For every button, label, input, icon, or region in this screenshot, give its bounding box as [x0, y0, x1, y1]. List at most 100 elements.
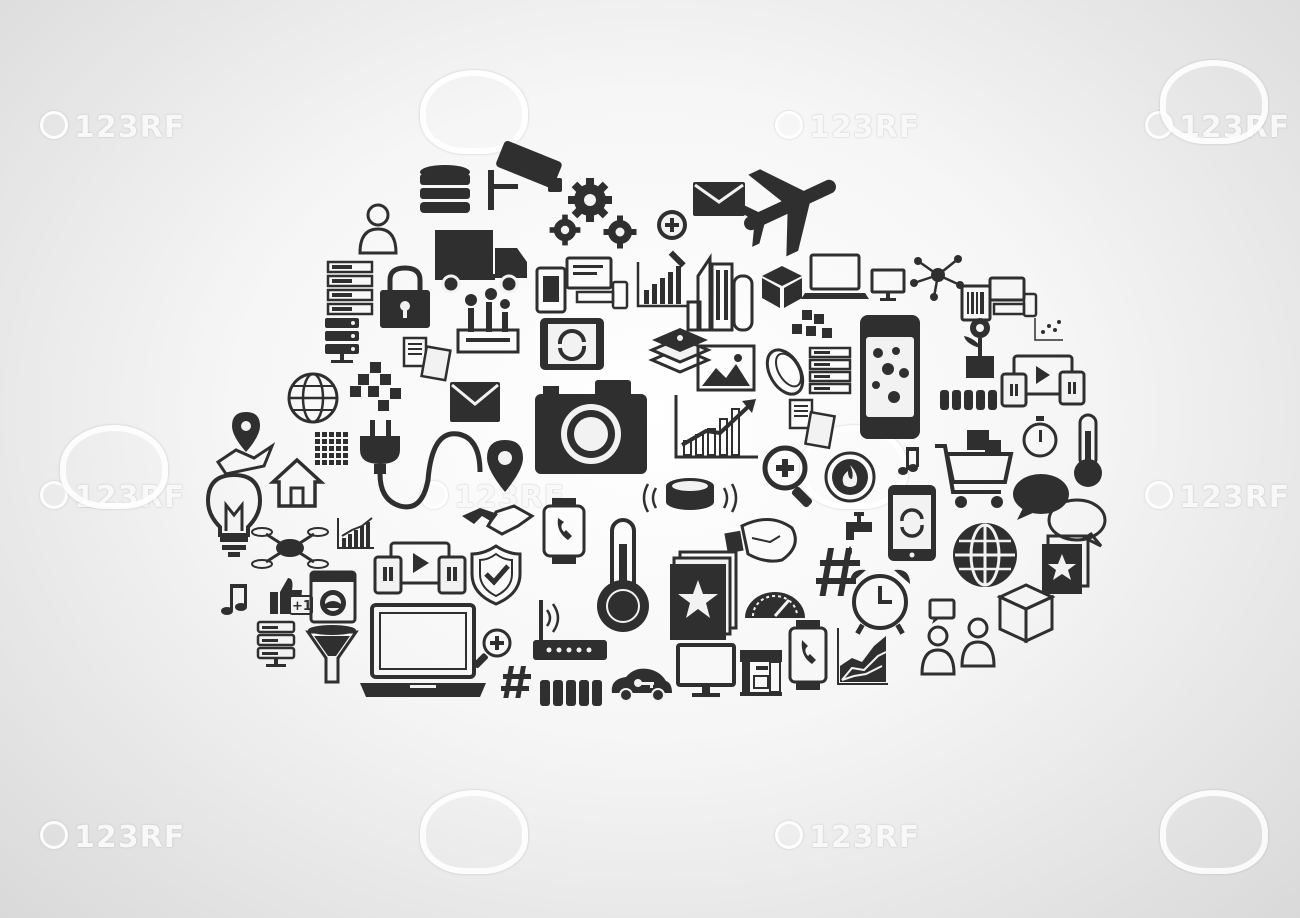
speedometer-icon — [745, 592, 805, 618]
handshake-icon — [462, 504, 535, 536]
barcode-devices-icon — [960, 276, 1038, 322]
watermark-logo-icon — [420, 790, 528, 874]
zoom-in-icon — [473, 628, 512, 668]
alarm-clock-icon — [850, 569, 910, 635]
growth-chart-icon — [674, 395, 758, 459]
watermark-circle-icon — [40, 481, 68, 509]
cubes-icon — [792, 310, 832, 338]
hash-icon — [501, 666, 531, 698]
scatter-chart-icon — [1034, 318, 1063, 341]
light-bulb-icon — [205, 472, 263, 557]
laptop-icon — [801, 253, 869, 299]
server-rack-icon — [326, 260, 374, 316]
documents-icon — [402, 336, 452, 382]
bar-chart-icon — [337, 517, 374, 549]
smartwatch-phone-icon — [542, 498, 586, 564]
photo-camera-icon — [535, 380, 647, 474]
server-rack-icon — [325, 318, 359, 363]
package-icon — [996, 583, 1056, 644]
photo-icon — [696, 344, 756, 392]
bar-chart-icon — [636, 262, 688, 308]
plant-icon — [964, 318, 994, 378]
watermark-label: 123RF — [1179, 480, 1291, 515]
layers-icon — [648, 328, 712, 374]
watermark-label: 123RF — [809, 820, 921, 855]
envelope-icon — [693, 182, 745, 216]
watermark-text: 123RF — [775, 820, 920, 855]
factory-icon — [456, 288, 520, 354]
house-icon — [268, 457, 326, 508]
funnel-icon — [305, 625, 359, 684]
watermark-text: 123RF — [1145, 480, 1290, 515]
star-cards-icon — [670, 550, 738, 640]
battery-icon — [940, 390, 997, 410]
monitor-icon — [676, 643, 736, 697]
watermark-logo-icon — [420, 70, 528, 154]
watermark-logo-icon — [1160, 790, 1268, 874]
watermark-logo-icon — [60, 425, 168, 509]
music-note-icon — [221, 584, 247, 615]
area-chart-icon — [837, 628, 888, 685]
city-buildings-icon — [686, 253, 754, 332]
smartwatch-icon — [860, 315, 920, 439]
package-icon — [762, 266, 802, 308]
envelope-icon — [450, 382, 500, 422]
network-hub-icon — [910, 255, 964, 301]
watermark-circle-icon — [775, 821, 803, 849]
watermark-text: 123RF — [775, 110, 920, 145]
zoom-in-icon — [762, 445, 813, 508]
battery-icon — [540, 680, 602, 706]
phone-sync-icon — [888, 485, 936, 561]
watermark-circle-icon — [40, 821, 68, 849]
users-icon — [920, 598, 996, 676]
watermark-circle-icon — [40, 111, 68, 139]
server-rack-icon — [808, 346, 852, 395]
washing-machine-icon — [309, 570, 357, 624]
server-rack-icon — [256, 620, 296, 667]
stopwatch-icon — [1022, 416, 1058, 458]
smart-bulb-icon — [724, 518, 797, 563]
user-icon — [358, 203, 398, 255]
media-player-icon — [373, 541, 467, 595]
plug-cable-icon — [360, 420, 483, 510]
map-location-icon — [215, 412, 276, 476]
shield-check-icon — [470, 544, 522, 606]
airplane-icon — [733, 169, 836, 257]
thumbs-up-icon: +1 — [270, 578, 313, 615]
drone-icon — [251, 527, 329, 569]
gear-icon — [549, 214, 581, 246]
watermark-logo-icon — [1160, 60, 1268, 144]
zoom-in-icon — [657, 210, 687, 268]
globe-icon — [953, 523, 1017, 587]
smart-car-icon — [611, 668, 672, 702]
watermark-text: 123RF — [40, 820, 185, 855]
watermark-text: 123RF — [40, 110, 185, 145]
fire-sensor-icon — [824, 451, 876, 503]
delivery-truck-icon — [435, 230, 527, 294]
laptop-icon — [360, 603, 486, 697]
tablet-sync-icon — [540, 318, 604, 370]
coin-icon — [765, 348, 805, 396]
coffee-machine-icon — [740, 650, 782, 696]
media-player-icon — [1000, 354, 1086, 408]
music-note-icon — [898, 447, 919, 475]
hash-icon — [816, 548, 860, 596]
monitor-icon — [870, 268, 906, 301]
database-icon — [420, 165, 470, 213]
star-cards-icon — [1042, 534, 1090, 594]
cubes-icon — [315, 432, 348, 465]
padlock-icon — [380, 265, 430, 328]
documents-icon — [788, 398, 837, 450]
location-pin-icon — [487, 440, 523, 492]
globe-icon — [287, 372, 339, 424]
smartwatch-phone-icon — [788, 620, 828, 690]
chat-icon — [1013, 474, 1107, 548]
watermark-circle-icon — [1145, 481, 1173, 509]
cctv-camera-icon — [488, 140, 562, 210]
watermark-label: 123RF — [74, 820, 186, 855]
cubes-icon — [350, 362, 401, 411]
gear-icon — [603, 215, 637, 249]
gear-icon — [568, 178, 612, 222]
